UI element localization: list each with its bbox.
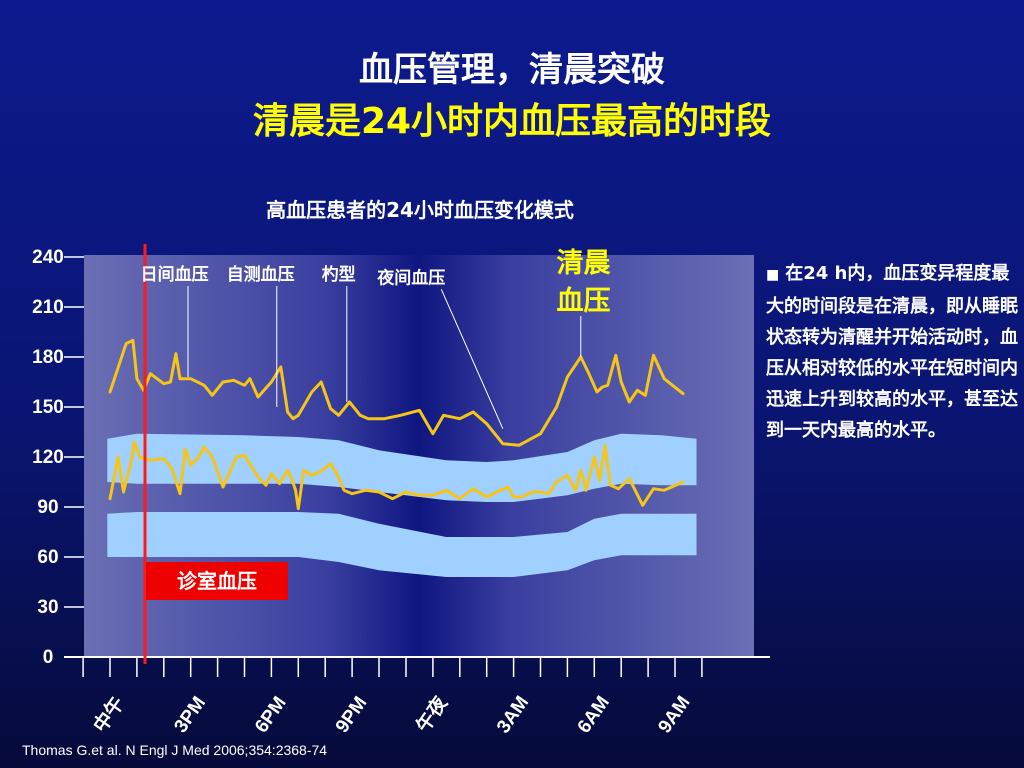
side-note: ■ 在24 h内，血压变异程度最大的时间段是在清晨，即从睡眠状态转为清醒并开始活动… <box>766 258 1018 446</box>
side-note-text: 在24 h内，血压变异程度最大的时间段是在清晨，即从睡眠状态转为清醒并开始活动时… <box>766 263 1018 441</box>
x-tick-label: 中午 <box>88 692 129 736</box>
annotation-label: 日间血压 <box>141 264 209 285</box>
slide-title: 血压管理，清晨突破 <box>359 50 665 90</box>
office-bp-label: 诊室血压 <box>177 569 257 593</box>
bullet-icon: ■ <box>766 267 780 283</box>
x-tick-label: 6PM <box>251 693 291 737</box>
office-bp-label-box <box>146 562 288 600</box>
x-tick-label: 3PM <box>170 693 210 737</box>
band-diastolic-normal-range <box>107 512 697 577</box>
y-tick-label: 60 <box>37 547 58 568</box>
annotation-morning-bp: 清晨血压 <box>557 248 612 317</box>
series-systolic-line <box>108 338 685 447</box>
y-tick-label: 90 <box>37 497 58 518</box>
y-tick-label: 150 <box>32 397 64 418</box>
x-tick-label: 6AM <box>574 692 614 737</box>
y-tick-label: 0 <box>43 647 54 668</box>
citation: Thomas G.et al. N Engl J Med 2006;354:23… <box>22 742 328 758</box>
annotation-leader <box>440 289 504 429</box>
y-tick-label: 120 <box>32 447 64 468</box>
annotation-label: 杓型 <box>322 264 356 285</box>
x-tick-label: 3AM <box>493 692 533 737</box>
annotation-label: 夜间血压 <box>376 267 445 288</box>
x-tick-label: 9AM <box>654 692 694 737</box>
y-tick-label: 210 <box>32 297 64 318</box>
annotation-label: 自测血压 <box>227 264 295 285</box>
y-tick-label: 240 <box>32 247 64 268</box>
band-systolic-normal-range <box>107 433 697 502</box>
y-tick-label: 180 <box>32 347 64 368</box>
slide-subtitle: 清晨是24小时内血压最高的时段 <box>252 101 772 142</box>
y-tick-label: 30 <box>37 597 58 618</box>
x-tick-label: 9PM <box>332 693 372 737</box>
series-diastolic-line <box>108 440 685 511</box>
chart-title: 高血压患者的24小时血压变化模式 <box>266 198 574 222</box>
x-tick-label: 午夜 <box>411 691 452 736</box>
